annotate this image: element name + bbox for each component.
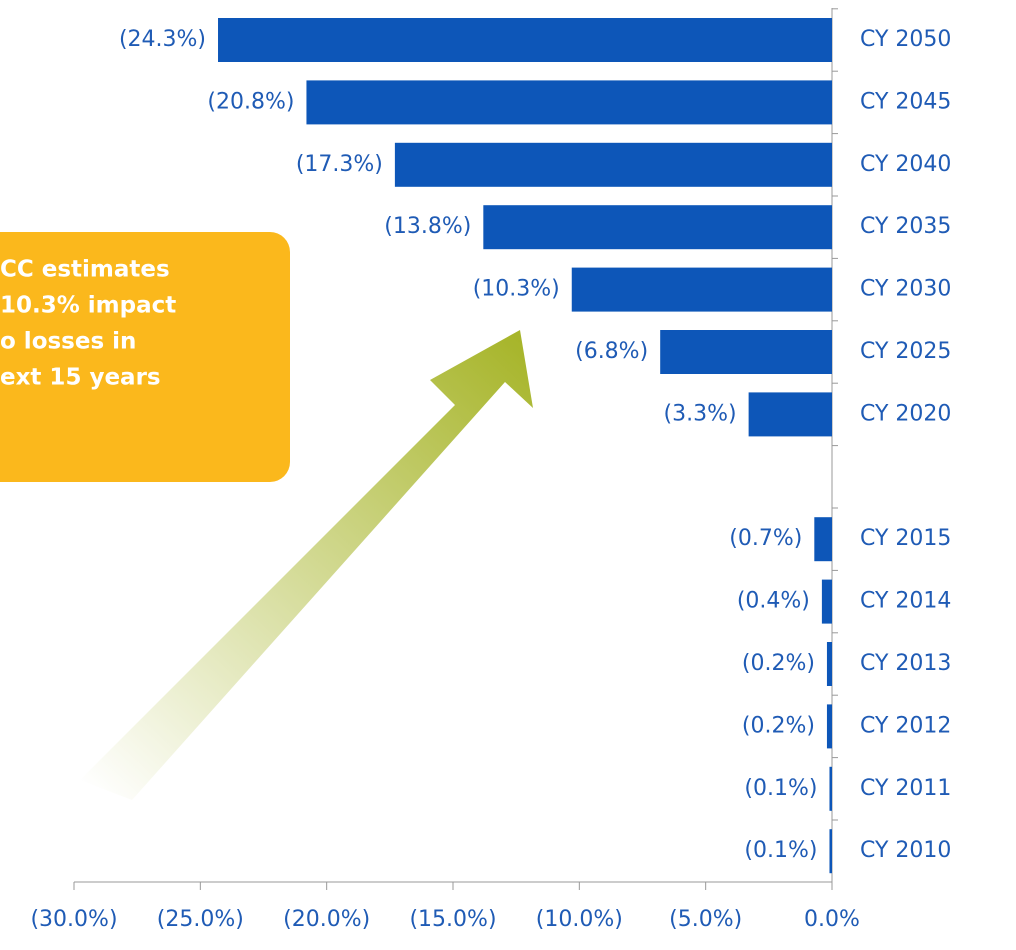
annotation-line: o losses in: [0, 329, 136, 355]
category-label: CY 2050: [860, 27, 951, 52]
bar: [829, 829, 832, 874]
category-label: CY 2025: [860, 339, 951, 364]
value-label: (0.7%): [729, 526, 802, 551]
category-label: CY 2010: [860, 838, 951, 863]
category-label: CY 2040: [860, 152, 951, 177]
value-label: (17.3%): [296, 152, 383, 177]
category-label: CY 2035: [860, 214, 951, 239]
value-label: (0.2%): [742, 713, 815, 738]
bar: [306, 80, 832, 125]
x-tick-label: (15.0%): [409, 907, 496, 932]
value-label: (6.8%): [575, 339, 648, 364]
x-tick-label: (10.0%): [536, 907, 623, 932]
bar: [748, 392, 832, 437]
category-label: CY 2011: [860, 776, 951, 801]
bar: [394, 142, 832, 187]
annotation-line: ext 15 years: [0, 365, 161, 391]
value-label: (0.1%): [744, 776, 817, 801]
annotation-line: 10.3% impact: [0, 293, 176, 319]
x-tick-label: (20.0%): [283, 907, 370, 932]
annotation: CC estimates 10.3% impact o losses in ext 1…: [0, 257, 176, 391]
value-label: (20.8%): [207, 89, 294, 114]
annotation-box: [0, 232, 290, 482]
x-tick-label: (5.0%): [669, 907, 742, 932]
value-label: (24.3%): [119, 27, 206, 52]
value-label: (10.3%): [473, 277, 560, 302]
value-label: (0.4%): [737, 589, 810, 614]
value-label: (3.3%): [664, 401, 737, 426]
x-tick-label: (30.0%): [30, 907, 117, 932]
bar: [571, 267, 832, 312]
value-label: (0.1%): [744, 838, 817, 863]
arrow: [80, 330, 533, 800]
bar: [826, 704, 832, 749]
bar: [826, 642, 832, 686]
category-label: CY 2020: [860, 401, 951, 426]
bar: [218, 18, 832, 62]
annotation-line: CC estimates: [0, 257, 170, 283]
category-label: CY 2045: [860, 89, 951, 114]
value-label: (13.8%): [384, 214, 471, 239]
x-tick-label: (25.0%): [157, 907, 244, 932]
bar: [660, 330, 832, 374]
category-label: CY 2030: [860, 277, 951, 302]
bar: [829, 766, 832, 811]
category-label: CY 2015: [860, 526, 951, 551]
category-label: CY 2013: [860, 651, 951, 676]
bar: [821, 579, 832, 624]
category-label: CY 2012: [860, 713, 951, 738]
x-tick-label: 0.0%: [804, 907, 860, 932]
value-label: (0.2%): [742, 651, 815, 676]
bar: [483, 205, 832, 250]
category-label: CY 2014: [860, 589, 951, 614]
bar: [814, 517, 832, 562]
